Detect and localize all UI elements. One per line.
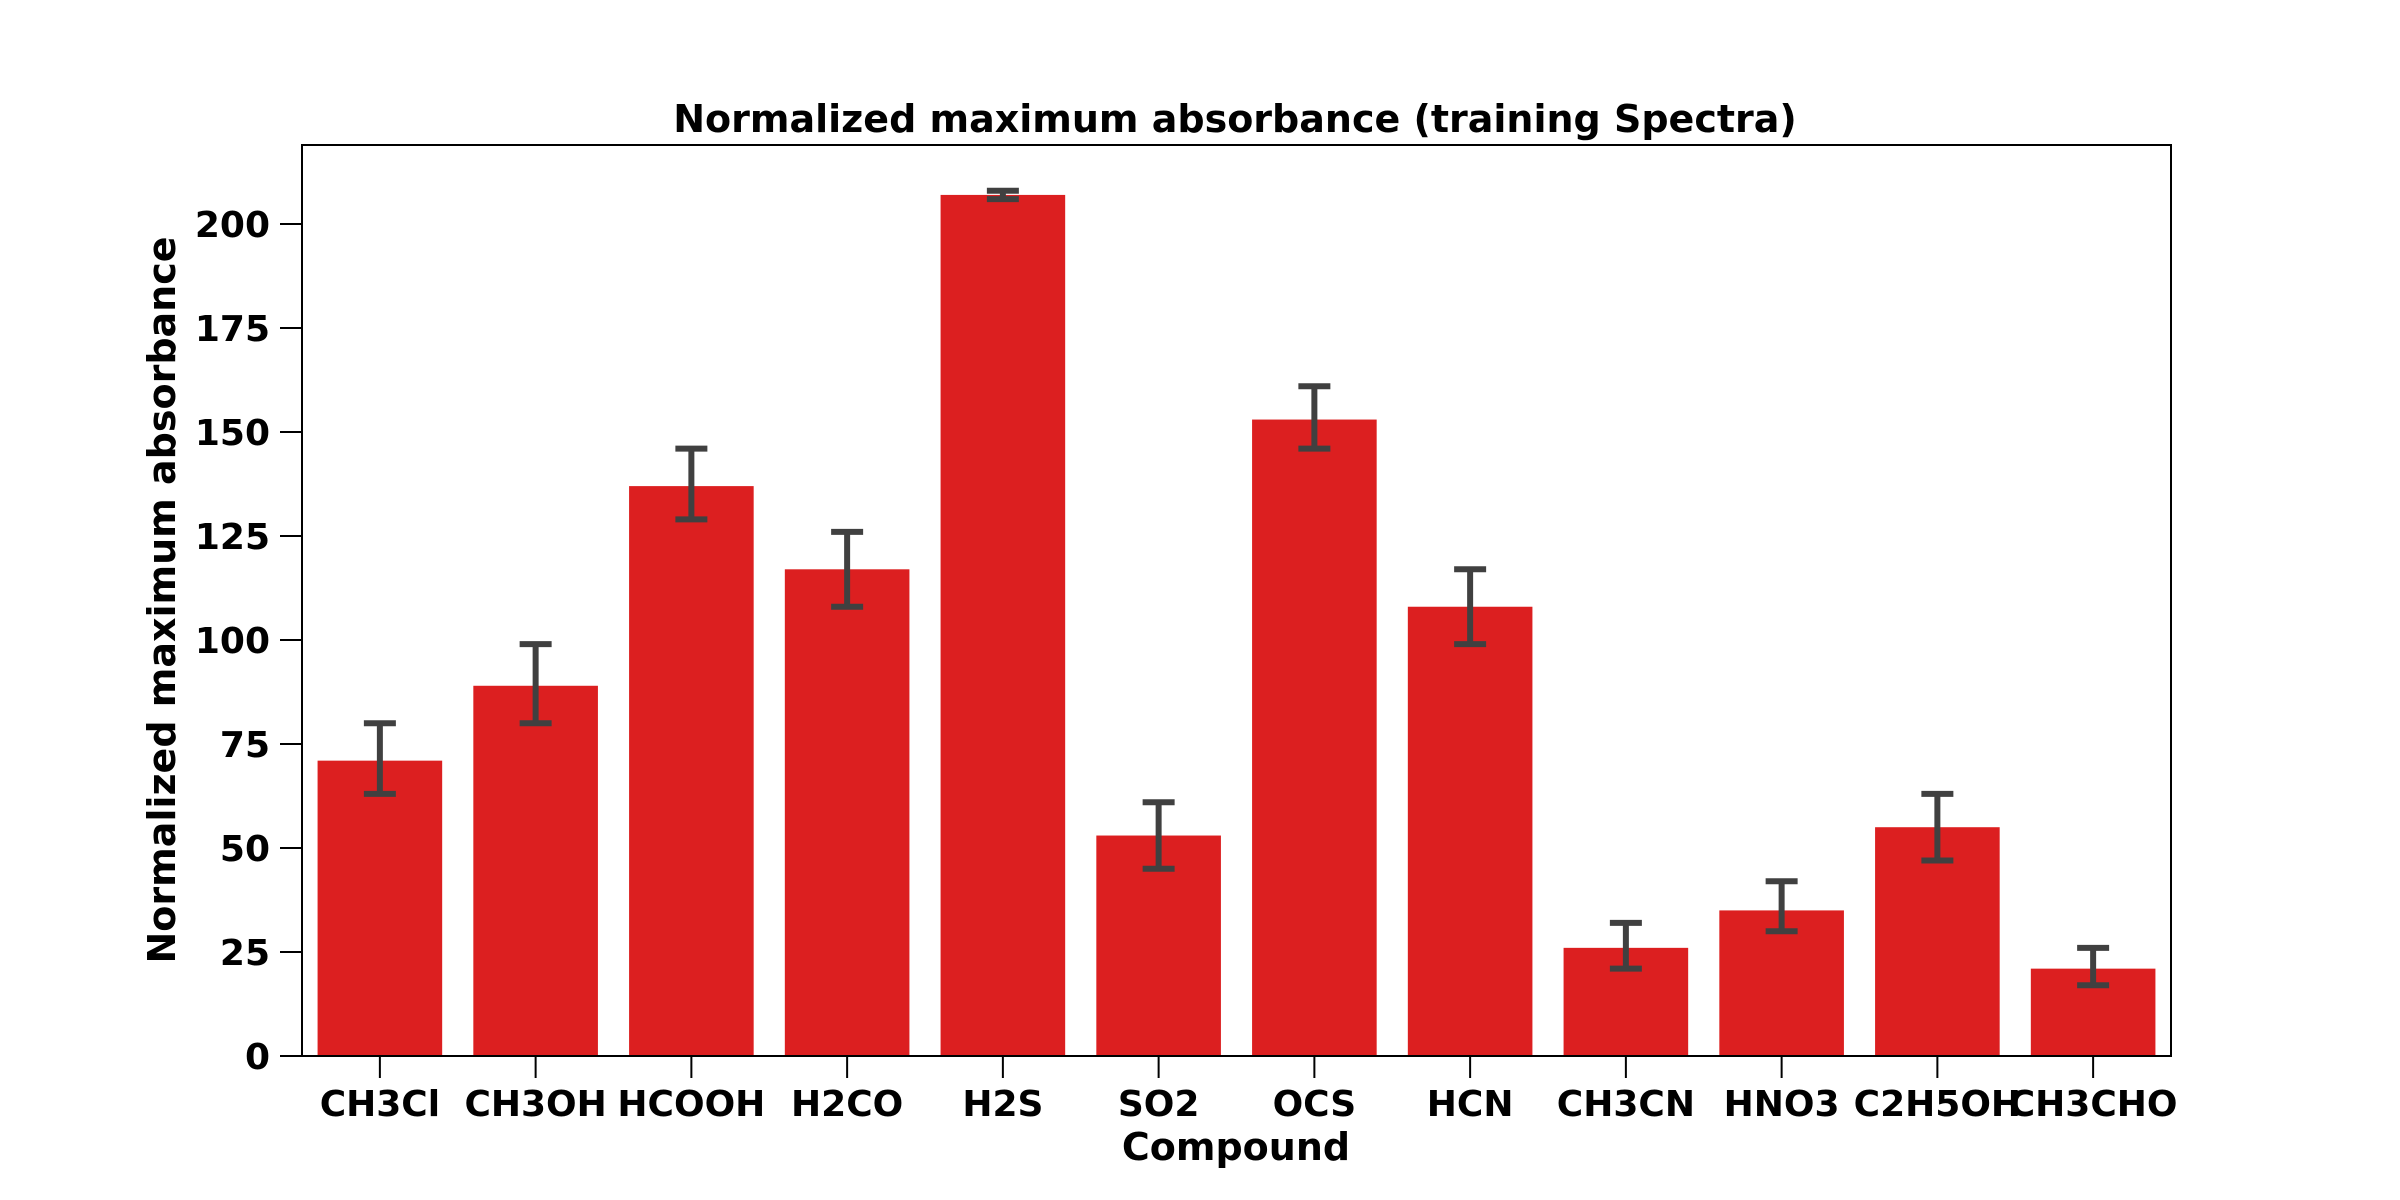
x-tick-label: CH3CN xyxy=(1557,1084,1695,1125)
x-tick-label: CH3CHO xyxy=(2009,1084,2178,1125)
bar-C2H5OH xyxy=(1875,827,2000,1056)
x-axis-label: Compound xyxy=(1122,1125,1350,1169)
bar-HNO3 xyxy=(1719,910,1844,1056)
x-tick-label: H2S xyxy=(962,1084,1043,1125)
plot-frame xyxy=(301,144,2172,1057)
y-tick-label: 0 xyxy=(245,1037,270,1078)
y-tick-label: 100 xyxy=(195,621,270,662)
x-tick-label: HNO3 xyxy=(1724,1084,1840,1125)
error-bar-CH3Cl xyxy=(363,720,396,797)
bar-HCN xyxy=(1407,606,1533,1056)
error-bars-layer xyxy=(363,187,2110,989)
error-bar-SO2 xyxy=(1142,799,1175,872)
x-tick-label: HCOOH xyxy=(617,1084,765,1125)
y-tick-label: 200 xyxy=(195,205,270,246)
x-tick-label: OCS xyxy=(1273,1084,1357,1125)
bar-CH3Cl xyxy=(317,760,443,1056)
bar-CH3OH xyxy=(473,685,598,1056)
y-axis-label: Normalized maximum absorbance xyxy=(140,236,184,963)
y-tick-label: 75 xyxy=(220,725,270,766)
error-bar-HCN xyxy=(1454,566,1487,648)
bar-H2CO xyxy=(784,569,910,1056)
error-bar-HCOOH xyxy=(675,445,708,523)
error-bar-H2CO xyxy=(831,528,864,610)
chart-title: Normalized maximum absorbance (training … xyxy=(673,97,1797,141)
x-tick-label: H2CO xyxy=(791,1084,903,1125)
y-axis: 0 25 50 75 100 125 150 175 200 xyxy=(195,205,302,1078)
y-tick-label: 125 xyxy=(195,517,270,558)
error-bar-CH3CHO xyxy=(2077,944,2110,989)
error-bar-OCS xyxy=(1298,383,1331,452)
x-tick-label: SO2 xyxy=(1118,1084,1200,1125)
bar-SO2 xyxy=(1096,835,1221,1056)
x-tick-label: CH3Cl xyxy=(320,1084,440,1125)
x-tick-label: HCN xyxy=(1427,1084,1514,1125)
y-tick-label: 150 xyxy=(195,413,270,454)
error-bar-HNO3 xyxy=(1765,878,1798,935)
error-bar-CH3OH xyxy=(519,641,552,727)
bars-layer xyxy=(317,194,2156,1057)
error-bar-CH3CN xyxy=(1609,919,1642,972)
y-tick-label: 25 xyxy=(220,933,270,974)
error-bar-C2H5OH xyxy=(1921,790,1954,864)
x-axis: CH3Cl CH3OH HCOOH H2CO H2S SO2 OCS HCN CH3CN HNO3… xyxy=(320,1056,2178,1125)
bar-HCOOH xyxy=(629,486,754,1057)
y-tick-label: 175 xyxy=(195,309,270,350)
bar-OCS xyxy=(1252,419,1377,1056)
x-tick-label: C2H5OH xyxy=(1854,1084,2021,1125)
bar-H2S xyxy=(940,194,1066,1057)
error-bar-H2S xyxy=(986,187,1019,203)
x-tick-label: CH3OH xyxy=(464,1084,606,1125)
y-tick-label: 50 xyxy=(220,829,270,870)
